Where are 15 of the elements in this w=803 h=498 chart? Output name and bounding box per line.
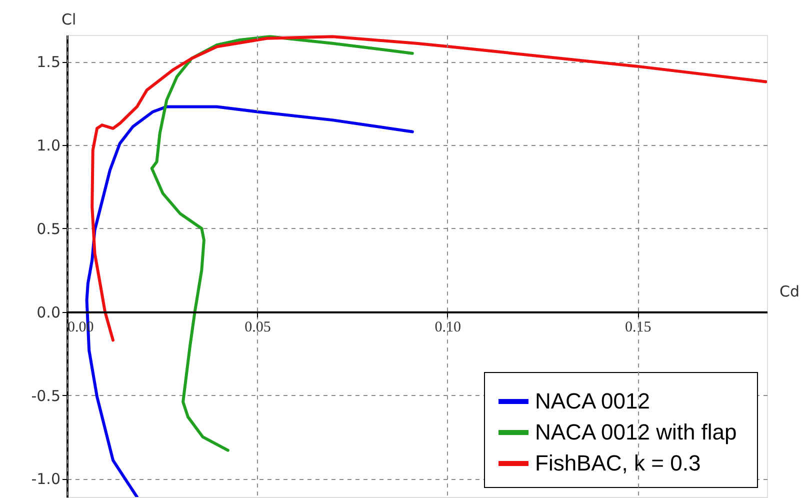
legend-label: FishBAC, k = 0.3: [535, 450, 701, 476]
x-axis-title: Cd: [780, 282, 800, 300]
y-axis-title: Cl: [62, 10, 76, 28]
x-tick-label: 0.10: [434, 319, 462, 336]
y-tick-label: -0.5: [31, 386, 60, 405]
y-tick-label: 1.5: [36, 53, 60, 72]
legend-label: NACA 0012: [535, 388, 650, 414]
y-tick-label: 0.5: [36, 220, 60, 238]
x-tick-label: 0.15: [625, 319, 652, 336]
line-series: [150, 35, 414, 452]
y-tick-label: -1.0: [31, 470, 60, 488]
y-tick-label: 1.0: [36, 136, 60, 155]
y-tick-label: 0.0: [36, 303, 60, 322]
legend-label: NACA 0012 with flap: [535, 420, 737, 444]
x-tick-label: 0.05: [244, 319, 271, 336]
